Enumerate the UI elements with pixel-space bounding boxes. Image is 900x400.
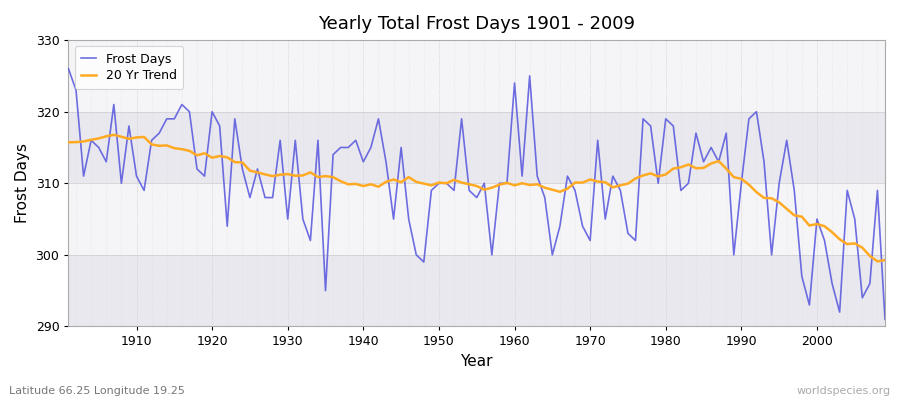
Frost Days bbox=[501, 181, 512, 186]
Legend: Frost Days, 20 Yr Trend: Frost Days, 20 Yr Trend bbox=[75, 46, 184, 89]
Frost Days bbox=[879, 317, 890, 322]
20 Yr Trend bbox=[517, 181, 527, 186]
20 Yr Trend bbox=[131, 135, 142, 140]
20 Yr Trend bbox=[343, 182, 354, 187]
Bar bbox=[68, 40, 885, 112]
20 Yr Trend bbox=[879, 258, 890, 262]
Frost Days bbox=[335, 145, 346, 150]
Line: Frost Days: Frost Days bbox=[68, 69, 885, 319]
Frost Days bbox=[600, 217, 611, 222]
20 Yr Trend bbox=[297, 173, 308, 178]
Frost Days bbox=[509, 81, 520, 86]
20 Yr Trend bbox=[63, 140, 74, 145]
Line: 20 Yr Trend: 20 Yr Trend bbox=[68, 135, 885, 262]
20 Yr Trend bbox=[608, 185, 618, 190]
Bar bbox=[68, 112, 885, 183]
Title: Yearly Total Frost Days 1901 - 2009: Yearly Total Frost Days 1901 - 2009 bbox=[319, 15, 635, 33]
20 Yr Trend bbox=[509, 183, 520, 188]
Frost Days bbox=[63, 66, 74, 71]
20 Yr Trend bbox=[108, 132, 119, 137]
20 Yr Trend bbox=[872, 259, 883, 264]
Bar bbox=[68, 255, 885, 326]
X-axis label: Year: Year bbox=[461, 354, 493, 369]
Text: Latitude 66.25 Longitude 19.25: Latitude 66.25 Longitude 19.25 bbox=[9, 386, 184, 396]
Frost Days bbox=[290, 138, 301, 143]
Text: worldspecies.org: worldspecies.org bbox=[796, 386, 891, 396]
Y-axis label: Frost Days: Frost Days bbox=[15, 143, 30, 223]
Frost Days bbox=[123, 124, 134, 128]
Bar bbox=[68, 183, 885, 255]
